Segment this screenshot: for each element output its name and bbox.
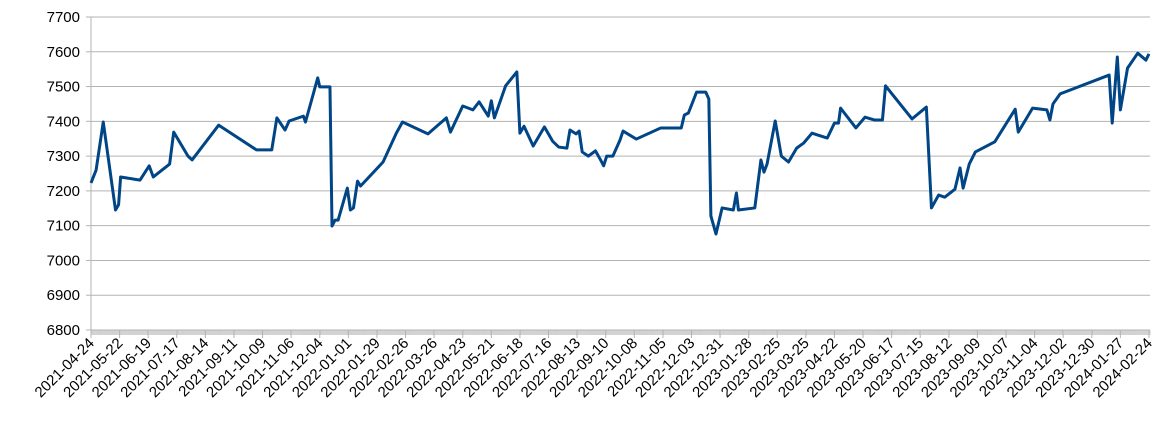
y-tick-label: 7100: [47, 218, 80, 235]
y-tick-label: 6900: [47, 287, 80, 304]
y-tick-label: 7000: [47, 252, 80, 269]
y-tick-label: 6800: [47, 322, 80, 339]
y-tick-label: 7700: [47, 9, 80, 26]
y-tick-label: 7400: [47, 113, 80, 130]
y-tick-label: 7600: [47, 44, 80, 61]
y-tick-label: 7300: [47, 148, 80, 165]
minor-ticks: [90, 330, 1151, 335]
y-tick-label: 7200: [47, 183, 80, 200]
y-tick-label: 7500: [47, 79, 80, 96]
line-series: [89, 51, 1151, 236]
